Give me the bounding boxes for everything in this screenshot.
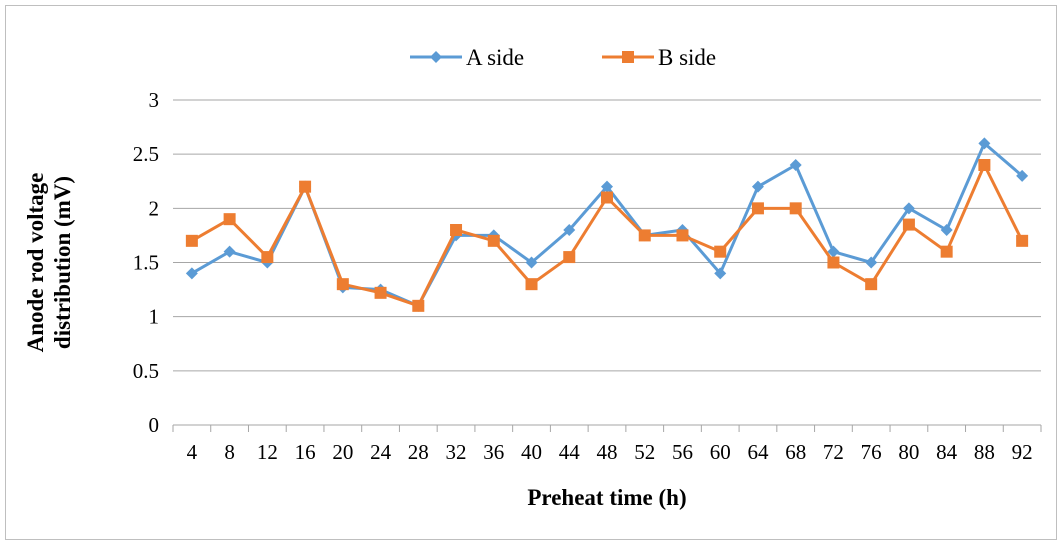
data-point (601, 191, 613, 204)
gridlines (173, 99, 1041, 426)
data-point (789, 202, 802, 215)
data-point (223, 213, 236, 226)
x-tick-label: 84 (936, 440, 958, 464)
data-point (940, 224, 953, 236)
x-tick-label: 48 (597, 440, 618, 464)
data-point (299, 180, 312, 193)
y-tick-label: 2.5 (133, 142, 159, 166)
x-tick-label: 56 (672, 440, 693, 464)
x-tick-label: 88 (974, 440, 995, 464)
legend-item-b-side: B side (602, 45, 716, 70)
x-tick-label: 60 (710, 440, 731, 464)
data-point (865, 278, 878, 291)
x-tick-label: 20 (332, 440, 353, 464)
data-point (714, 245, 727, 258)
data-point (638, 229, 651, 242)
data-point (601, 180, 613, 193)
x-tick-label: 92 (1012, 440, 1033, 464)
data-point (261, 251, 274, 264)
y-axis-title: Anode rod voltage distribution (mV) (23, 173, 75, 353)
x-tick-label: 76 (861, 440, 882, 464)
legend-marker (430, 51, 442, 63)
data-point (676, 229, 689, 242)
data-point (223, 245, 236, 258)
x-tick-label: 32 (446, 440, 467, 464)
y-tick-label: 1 (149, 305, 160, 329)
x-tick-label: 4 (187, 440, 198, 464)
y-tick-label: 3 (149, 88, 160, 112)
data-point (450, 224, 463, 236)
data-point (525, 278, 538, 291)
data-point (902, 202, 915, 215)
x-tick-label: 52 (634, 440, 655, 464)
chart-frame (5, 5, 1057, 540)
data-point (374, 286, 387, 299)
x-tick-label: 44 (559, 440, 581, 464)
x-tick-label: 28 (408, 440, 429, 464)
y-tick-label: 0.5 (133, 359, 159, 383)
data-point (751, 180, 764, 193)
y-tick-label: 2 (149, 196, 160, 220)
data-point (412, 299, 425, 312)
x-tick-label: 8 (224, 440, 235, 464)
legend-label: A side (466, 45, 524, 70)
legend-label: B side (658, 45, 716, 70)
x-tick-label: 80 (898, 440, 919, 464)
x-axis-title: Preheat time (h) (527, 485, 686, 510)
legend: A side B side (410, 45, 716, 70)
series-line (191, 141, 1024, 308)
data-point (1016, 234, 1029, 247)
data-point (751, 202, 764, 215)
y-axis-title-line-2: distribution (mV) (50, 176, 75, 349)
x-tick-label: 24 (370, 440, 392, 464)
data-point (827, 245, 840, 258)
data-point (1016, 169, 1029, 182)
series-b-side (185, 159, 1029, 312)
x-tick-label: 72 (823, 440, 844, 464)
data-point (336, 278, 349, 291)
series-a-side (185, 137, 1029, 312)
y-axis-title-line-1: Anode rod voltage (23, 173, 48, 353)
x-axis: 4 8 12 16 20 24 28 32 36 40 44 48 52 56 60 64 68 72 76 80 84… (172, 424, 1042, 464)
x-tick-label: 16 (295, 440, 316, 464)
x-tick-label: 64 (747, 440, 769, 464)
data-point (714, 267, 727, 280)
data-point (525, 256, 538, 269)
x-tick-label: 12 (257, 440, 278, 464)
data-point (185, 267, 198, 280)
x-tick-label: 36 (483, 440, 504, 464)
data-point (789, 159, 802, 171)
y-tick-label: 0 (149, 413, 160, 437)
data-point (827, 256, 840, 269)
data-point (940, 245, 953, 258)
y-tick-label: 1.5 (133, 251, 159, 275)
series-group (185, 137, 1029, 312)
data-point (563, 224, 576, 236)
data-point (185, 234, 198, 247)
x-tick-label: 68 (785, 440, 806, 464)
y-tick-labels: 0 0.5 1 1.5 2 2.5 3 (133, 88, 159, 437)
data-point (978, 137, 991, 150)
data-point (487, 234, 500, 247)
data-point (563, 251, 576, 264)
data-point (865, 256, 878, 269)
data-point (978, 159, 991, 171)
legend-item-a-side: A side (410, 45, 524, 70)
x-tick-label: 40 (521, 440, 542, 464)
legend-marker (622, 51, 634, 63)
data-point (902, 218, 915, 231)
